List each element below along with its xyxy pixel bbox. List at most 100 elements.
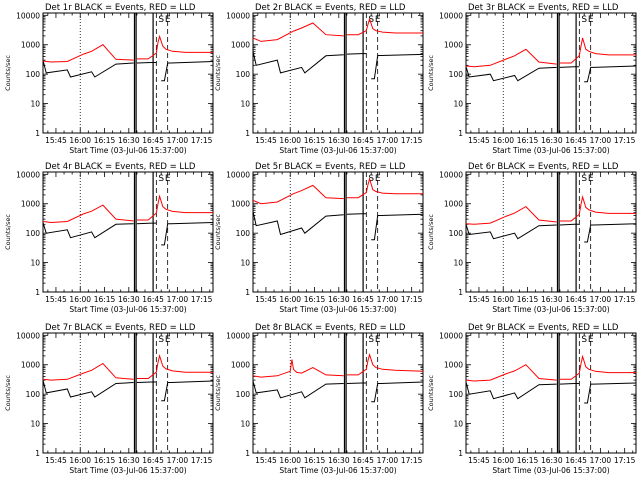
y-tick-label: 100 bbox=[236, 229, 251, 238]
x-tick-label: 15:45 bbox=[255, 456, 277, 465]
y-tick-label: 100 bbox=[449, 390, 464, 399]
y-tick-label: 1000 bbox=[21, 361, 40, 370]
y-tick-label: 10 bbox=[453, 100, 463, 109]
x-tick-label: 15:45 bbox=[468, 456, 490, 465]
detector-panel: Det 1r BLACK = Events, RED = LLD Counts/s… bbox=[4, 3, 214, 155]
x-tick-label: 16:30 bbox=[328, 456, 350, 465]
detector-panel: Det 8r BLACK = Events, RED = LLD Counts/s… bbox=[214, 323, 424, 475]
lld-series-line bbox=[466, 354, 636, 382]
marker-letter: S bbox=[581, 15, 587, 25]
y-tick-label: 100 bbox=[26, 70, 41, 79]
events-series-line bbox=[253, 51, 423, 80]
x-tick-label: 16:15 bbox=[94, 456, 116, 465]
x-tick-label: 16:00 bbox=[492, 136, 514, 145]
x-tick-label: 16:30 bbox=[118, 456, 140, 465]
events-series-line bbox=[43, 59, 213, 82]
lld-series-line bbox=[43, 194, 213, 224]
y-tick-label: 10 bbox=[453, 420, 463, 429]
x-tick-label: 16:45 bbox=[352, 295, 374, 304]
y-tick-label: 1 bbox=[245, 449, 250, 458]
x-tick-label: 16:30 bbox=[118, 136, 140, 145]
x-tick-label: 16:15 bbox=[517, 456, 539, 465]
lld-series-line bbox=[466, 37, 636, 68]
x-axis-label: Start Time (03-Jul-06 15:37:00) bbox=[492, 146, 609, 155]
x-tick-label: 16:15 bbox=[304, 295, 326, 304]
x-tick-label: 16:00 bbox=[279, 136, 301, 145]
x-tick-label: 16:00 bbox=[69, 136, 91, 145]
y-tick-label: 10 bbox=[240, 100, 250, 109]
x-tick-label: 16:00 bbox=[279, 456, 301, 465]
y-axis-label: Counts/sec bbox=[427, 214, 435, 250]
x-tick-label: 16:45 bbox=[352, 456, 374, 465]
panel-title: Det 9r BLACK = Events, RED = LLD bbox=[468, 323, 619, 333]
panel-title: Det 1r BLACK = Events, RED = LLD bbox=[45, 3, 196, 13]
y-tick-label: 10 bbox=[453, 259, 463, 268]
y-tick-label: 1000 bbox=[231, 361, 250, 370]
panel-title: Det 4r BLACK = Events, RED = LLD bbox=[45, 162, 196, 172]
x-tick-label: 16:15 bbox=[304, 136, 326, 145]
y-tick-label: 10 bbox=[30, 420, 40, 429]
y-axis-label: Counts/sec bbox=[427, 375, 435, 411]
x-axis-label: Start Time (03-Jul-06 15:37:00) bbox=[279, 305, 396, 314]
x-tick-label: 16:30 bbox=[541, 295, 563, 304]
y-tick-label: 1000 bbox=[231, 200, 250, 209]
x-tick-label: 16:45 bbox=[142, 456, 164, 465]
plot-frame bbox=[42, 171, 214, 293]
y-tick-label: 10000 bbox=[16, 11, 40, 20]
x-tick-label: 16:45 bbox=[565, 456, 587, 465]
x-tick-label: 16:45 bbox=[565, 295, 587, 304]
y-axis-label: Counts/sec bbox=[214, 375, 222, 411]
x-tick-label: 16:00 bbox=[69, 295, 91, 304]
x-tick-label: 17:15 bbox=[614, 456, 636, 465]
detector-panel: Det 5r BLACK = Events, RED = LLD Counts/s… bbox=[214, 162, 424, 314]
plot-frame bbox=[42, 12, 214, 134]
marker-letter: E bbox=[588, 174, 594, 184]
y-tick-label: 10 bbox=[30, 100, 40, 109]
marker-letter: S bbox=[368, 335, 374, 345]
lld-series-line bbox=[466, 195, 636, 225]
plot-frame bbox=[465, 332, 637, 454]
y-tick-label: 10000 bbox=[226, 170, 250, 179]
marker-letter: E bbox=[588, 335, 594, 345]
x-tick-label: 15:45 bbox=[255, 136, 277, 145]
y-tick-label: 1 bbox=[458, 129, 463, 138]
x-tick-label: 17:00 bbox=[377, 456, 399, 465]
y-tick-label: 10 bbox=[30, 259, 40, 268]
marker-letter: S bbox=[581, 174, 587, 184]
y-tick-label: 10000 bbox=[439, 11, 463, 20]
y-tick-label: 1 bbox=[35, 288, 40, 297]
y-tick-label: 100 bbox=[26, 390, 41, 399]
panel-title: Det 3r BLACK = Events, RED = LLD bbox=[468, 3, 619, 13]
x-tick-label: 17:00 bbox=[377, 295, 399, 304]
x-tick-label: 17:15 bbox=[401, 136, 423, 145]
y-tick-label: 1000 bbox=[444, 361, 463, 370]
marker-letter: E bbox=[588, 15, 594, 25]
x-axis-label: Start Time (03-Jul-06 15:37:00) bbox=[279, 146, 396, 155]
x-tick-label: 16:15 bbox=[94, 295, 116, 304]
x-tick-label: 16:00 bbox=[492, 295, 514, 304]
y-tick-label: 1 bbox=[35, 129, 40, 138]
x-tick-label: 16:45 bbox=[565, 136, 587, 145]
panel-title: Det 7r BLACK = Events, RED = LLD bbox=[45, 323, 196, 333]
marker-letter: E bbox=[165, 174, 171, 184]
panel-title: Det 5r BLACK = Events, RED = LLD bbox=[255, 162, 406, 172]
x-tick-label: 17:15 bbox=[401, 456, 423, 465]
plot-frame bbox=[42, 332, 214, 454]
events-series-line bbox=[253, 211, 423, 241]
x-tick-label: 16:00 bbox=[279, 295, 301, 304]
events-series-line bbox=[466, 381, 636, 404]
marker-letter: E bbox=[165, 15, 171, 25]
x-tick-label: 15:45 bbox=[468, 136, 490, 145]
marker-letter: S bbox=[581, 335, 587, 345]
x-tick-label: 17:15 bbox=[191, 295, 213, 304]
x-tick-label: 15:45 bbox=[45, 136, 67, 145]
y-axis-label: Counts/sec bbox=[4, 375, 12, 411]
panel-title: Det 6r BLACK = Events, RED = LLD bbox=[468, 162, 619, 172]
y-tick-label: 100 bbox=[236, 390, 251, 399]
x-tick-label: 17:00 bbox=[167, 136, 189, 145]
y-tick-label: 100 bbox=[236, 70, 251, 79]
panel-title: Det 8r BLACK = Events, RED = LLD bbox=[255, 323, 406, 333]
x-tick-label: 16:45 bbox=[142, 136, 164, 145]
x-tick-label: 16:15 bbox=[517, 136, 539, 145]
